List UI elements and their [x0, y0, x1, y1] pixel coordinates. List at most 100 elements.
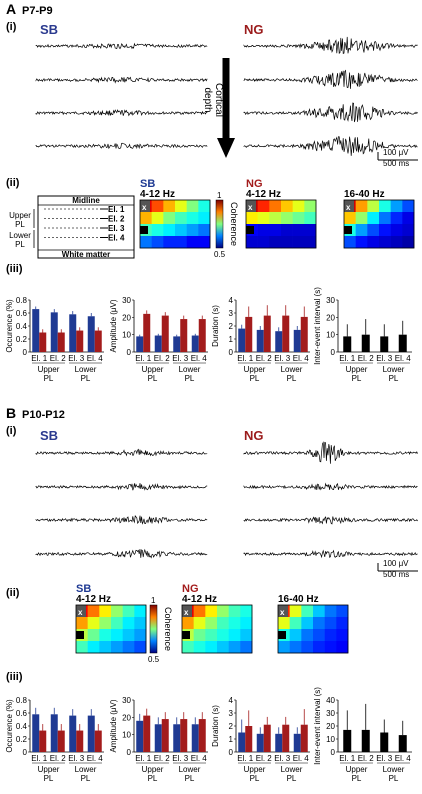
heatmap-cell [134, 605, 147, 618]
heatmap-cell [379, 236, 391, 249]
heatmap-cell [292, 200, 305, 213]
bar-sb [191, 724, 199, 752]
lfp-trace-sb [35, 109, 208, 117]
group-label-upper: Upper PL [346, 365, 368, 383]
heatmap-cell [304, 200, 317, 213]
heatmap-cell [379, 212, 391, 225]
y-tick-label: 0 [229, 348, 234, 357]
y-axis-label: Occurence (%) [5, 299, 14, 353]
heatmap-cell [151, 212, 164, 225]
bar-ng [198, 719, 206, 752]
bar-sb [238, 328, 246, 352]
heatmap-group-label: NG [182, 583, 199, 595]
heatmap-cell [99, 641, 112, 654]
scale-time-a: 500 ms [383, 159, 409, 168]
y-tick-label: 20 [326, 722, 335, 731]
bar-ng [180, 719, 188, 752]
subpanel-label-b-ii: (ii) [6, 587, 20, 599]
y-axis-label: Inter-event interval (s) [313, 287, 322, 365]
heatmap-group-label: NG [246, 178, 263, 190]
heatmap-cell [246, 236, 258, 249]
y-axis-label: Duration (s) [211, 305, 220, 347]
heatmap-cell [269, 212, 282, 225]
heatmap-cell [111, 641, 123, 654]
subpanel-label-a-ii: (ii) [6, 177, 20, 189]
heatmap-cell [281, 224, 293, 237]
heatmap-cell [355, 236, 368, 249]
y-tick-label: 0 [23, 748, 28, 757]
x-tick-label: El. 3 [172, 354, 189, 363]
electrode-label: El. 4 [108, 234, 125, 243]
bar-sb [238, 732, 246, 752]
heatmap-cell [304, 236, 317, 249]
heatmap-cell [390, 224, 403, 237]
heatmap-cell [355, 224, 368, 237]
heatmap-cell [182, 617, 194, 630]
lfp-trace-ng [243, 69, 418, 89]
heatmap-cell [301, 641, 314, 654]
heatmap-cell [344, 212, 356, 225]
heatmap-ref-marker [278, 605, 288, 617]
lfp-trace-ng [243, 516, 418, 525]
heatmap-cell [269, 224, 282, 237]
heatmap-frame [139, 199, 211, 249]
heatmap-cell [193, 641, 206, 654]
y-tick-label: 0.6 [16, 709, 28, 718]
x-tick-label: El. 2 [50, 354, 67, 363]
heatmap-cell [313, 629, 325, 642]
heatmap-cell [402, 212, 415, 225]
y-tick-label: 3 [229, 309, 234, 318]
traces-b [35, 441, 418, 559]
heatmap-group-label: SB [140, 178, 155, 190]
heatmap-cell [402, 200, 415, 213]
bar-ng [57, 730, 65, 752]
heatmap-black-marker [76, 631, 84, 639]
bar-sb [32, 714, 40, 752]
heatmap-cell [134, 629, 147, 642]
group-label-lower: Lower PL [383, 365, 405, 383]
heatmap-frame [181, 604, 253, 654]
x-tick-label: El. 3 [274, 754, 291, 763]
scale-bar-b [377, 563, 418, 572]
heatmap-cell [175, 236, 187, 249]
y-tick-label: 1 [229, 335, 234, 344]
heatmap-cell [163, 236, 176, 249]
x-tick-label: El. 3 [172, 754, 189, 763]
y-tick-label: 40 [326, 696, 335, 705]
heatmap-cell [99, 617, 112, 630]
heatmap-band-label: 16-40 Hz [344, 189, 385, 200]
heatmap-frame [245, 199, 317, 249]
bar [343, 729, 352, 752]
heatmap-black-marker [278, 631, 286, 639]
heatmap-cell [240, 605, 253, 618]
colorbar [149, 604, 158, 654]
x-tick-label: El. 1 [31, 354, 48, 363]
y-tick-label: 0 [229, 748, 234, 757]
heatmap-cell [257, 212, 270, 225]
x-tick-label: El. 2 [154, 354, 171, 363]
heatmap-cell [122, 617, 135, 630]
heatmap-cell [193, 605, 206, 618]
bar-ng [143, 715, 151, 752]
y-tick-label: 30 [326, 296, 335, 305]
x-tick-label: El. 2 [50, 754, 67, 763]
bar [343, 336, 352, 352]
y-axis-label: Occurence (%) [5, 699, 14, 753]
heatmap-group-label: SB [76, 583, 91, 595]
heatmap-cell [336, 629, 349, 642]
bar-sb [154, 724, 162, 752]
bar-sb [50, 714, 58, 752]
heatmap-cell [205, 605, 218, 618]
heatmap-band-label: 4-12 Hz [246, 189, 281, 200]
lfp-trace-ng [243, 549, 418, 559]
colorbar-max: 1 [151, 596, 156, 605]
bar-sb [173, 724, 181, 752]
bar [361, 729, 370, 752]
heatmap-cell [122, 629, 135, 642]
heatmap-cell [228, 617, 241, 630]
heatmap-cell [151, 236, 164, 249]
y-tick-label: 0.4 [16, 722, 28, 731]
heatmap-cell [336, 641, 349, 654]
heatmap-cell [163, 224, 176, 237]
